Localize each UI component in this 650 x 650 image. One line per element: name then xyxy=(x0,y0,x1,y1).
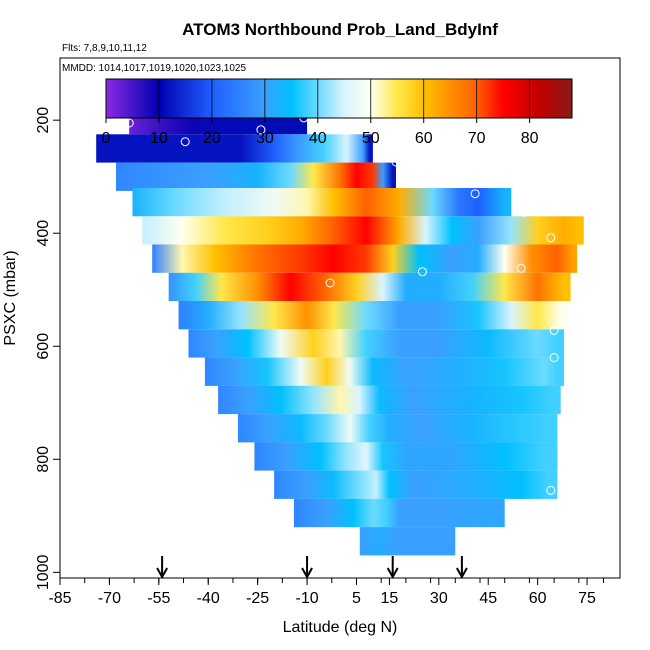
colorbar-gradient xyxy=(105,78,573,119)
x-tick-label-45: 45 xyxy=(479,590,497,607)
colorbar: 0 10 20 30 40 50 60 70 80 xyxy=(102,78,573,147)
heatmap-row-595 xyxy=(188,329,564,358)
x-tick-label--55: -55 xyxy=(147,590,170,607)
arrow-markers xyxy=(156,556,468,580)
x-tick-label--25: -25 xyxy=(246,590,269,607)
sample-point-10 xyxy=(417,267,427,277)
y-tick-label-400: 400 xyxy=(35,220,52,247)
colorbar-tick-label-80: 80 xyxy=(521,130,539,147)
sample-point-9 xyxy=(516,263,526,273)
colorbar-tick-label-10: 10 xyxy=(150,130,168,147)
points-layer xyxy=(68,113,559,495)
sample-point-13 xyxy=(549,353,559,363)
arrow-marker-1 xyxy=(301,556,313,580)
plot-frame xyxy=(59,57,621,579)
sample-point-8 xyxy=(546,233,556,243)
heatmap-row-395 xyxy=(142,216,584,245)
x-tick-label--10: -10 xyxy=(295,590,318,607)
x-tick-label-60: 60 xyxy=(529,590,547,607)
chart-title: ATOM3 Northbound Prob_Land_BdyInf xyxy=(182,20,498,39)
heatmap-row-300 xyxy=(116,162,396,191)
x-axis: -85 -70 -55 -40 -25 -10 5 15 30 45 60 75 xyxy=(48,578,605,607)
x-axis-label: Latitude (deg N) xyxy=(283,619,398,636)
x-tick-label-15: 15 xyxy=(381,590,399,607)
heatmap-layer xyxy=(96,106,584,556)
x-tick-label-30: 30 xyxy=(430,590,448,607)
dates-subtitle: MMDD: 1014,1017,1019,1020,1023,1025 xyxy=(62,63,246,74)
colorbar-tick-label-40: 40 xyxy=(309,130,327,147)
x-tick-label-5: 5 xyxy=(352,590,361,607)
heatmap-row-695 xyxy=(218,385,561,415)
heatmap-row-745 xyxy=(237,414,558,443)
colorbar-tick-label-60: 60 xyxy=(415,130,433,147)
sample-point-12 xyxy=(549,325,559,335)
y-tick-label-200: 200 xyxy=(35,107,52,134)
y-axis: 200 400 600 800 1000 xyxy=(35,107,60,590)
colorbar-tick-label-30: 30 xyxy=(256,130,274,147)
sample-point-11 xyxy=(325,278,335,288)
heatmap-row-645 xyxy=(204,357,564,386)
heatmap-row-445 xyxy=(152,244,578,273)
sample-point-14 xyxy=(546,485,556,495)
x-tick-label-75: 75 xyxy=(578,590,596,607)
sample-point-2 xyxy=(180,137,190,147)
x-tick-label--70: -70 xyxy=(98,590,121,607)
colorbar-tick-label-50: 50 xyxy=(362,130,380,147)
colorbar-tick-label-70: 70 xyxy=(468,130,486,147)
heatmap-row-895 xyxy=(293,498,505,528)
arrow-marker-2 xyxy=(386,556,399,580)
heatmap-row-795 xyxy=(254,442,558,471)
sample-point-1 xyxy=(68,139,78,149)
heatmap-row-345 xyxy=(132,188,512,217)
sample-point-7 xyxy=(520,207,529,217)
y-tick-label-600: 600 xyxy=(35,333,52,360)
heatmap-row-545 xyxy=(178,301,568,330)
heatmap-row-845 xyxy=(274,470,558,499)
heatmap-row-945 xyxy=(359,527,456,556)
x-tick-label--85: -85 xyxy=(48,590,71,607)
sample-point-0 xyxy=(124,118,134,128)
y-axis-label: PSXC (mbar) xyxy=(2,250,19,345)
heatmap-row-250 xyxy=(96,134,373,163)
sample-point-6 xyxy=(470,189,480,199)
y-tick-label-800: 800 xyxy=(35,446,52,473)
heatmap-row-495 xyxy=(168,272,571,302)
arrow-marker-0 xyxy=(156,556,168,580)
y-tick-label-1000: 1000 xyxy=(35,554,52,590)
colorbar-tick-label-20: 20 xyxy=(203,130,221,147)
colorbar-tick-label-0: 0 xyxy=(102,130,111,147)
sample-point-3 xyxy=(256,125,266,135)
arrow-marker-3 xyxy=(456,556,468,580)
x-tick-label--40: -40 xyxy=(197,590,220,607)
sample-point-5 xyxy=(391,157,401,167)
flights-subtitle: Flts: 7,8,9,10,11,12 xyxy=(62,43,147,54)
